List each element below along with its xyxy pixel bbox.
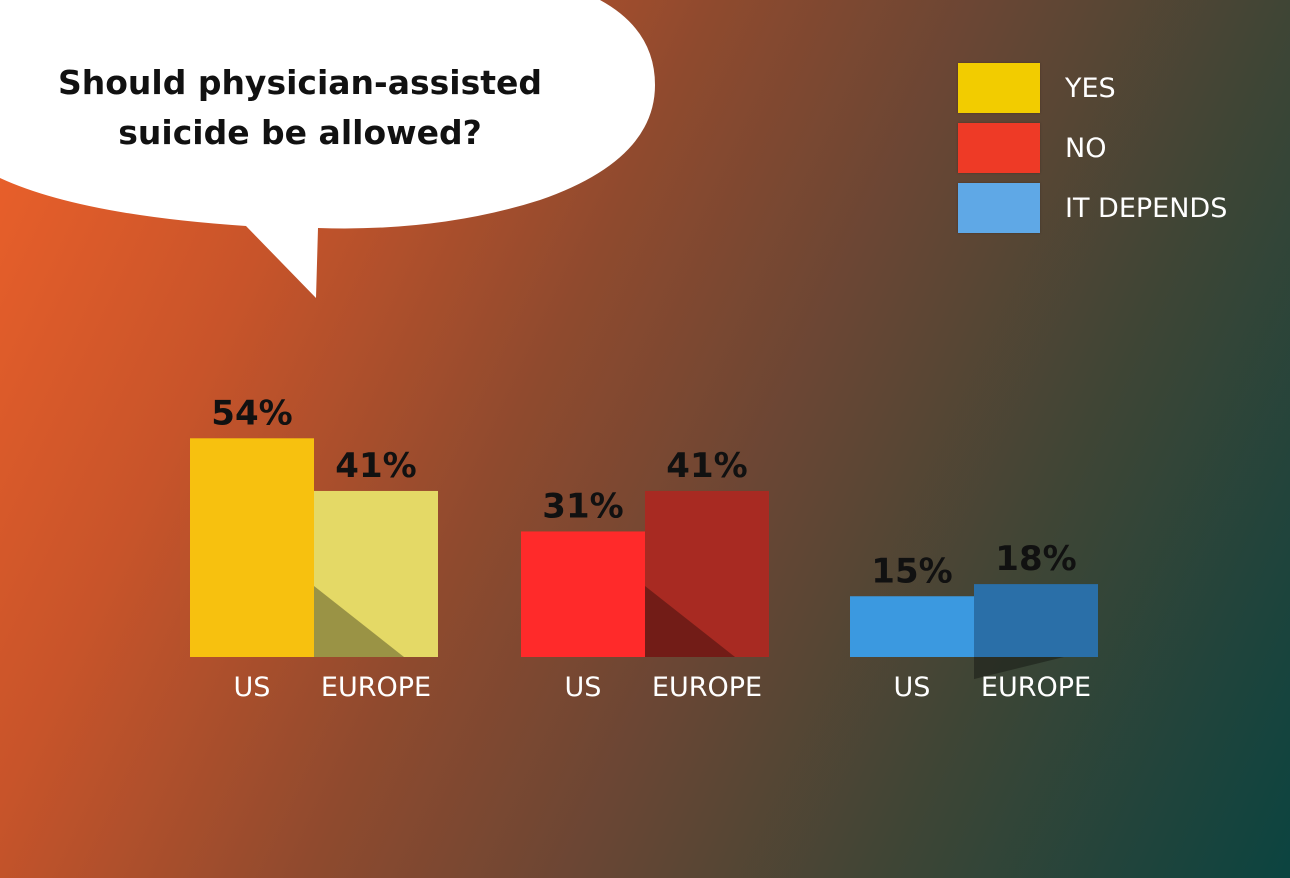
question-text: Should physician-assisted suicide be all… (40, 58, 560, 158)
legend-swatch-it-depends (958, 183, 1040, 233)
category-label-no-us: US (565, 672, 602, 703)
category-label-no-europe: EUROPE (652, 672, 762, 703)
legend-swatch-no (958, 123, 1040, 173)
legend-label-yes: YES (1065, 73, 1116, 104)
data-label-yes-us: 54% (211, 393, 292, 433)
legend-label-it-depends: IT DEPENDS (1065, 193, 1228, 224)
legend-swatch-yes (958, 63, 1040, 113)
category-label-yes-us: US (234, 672, 271, 703)
legend-item-yes: YES (958, 63, 1278, 115)
speech-bubble (0, 0, 655, 298)
data-label-it-depends-europe: 18% (995, 539, 1076, 579)
data-label-yes-europe: 41% (335, 446, 416, 486)
bar-yes-europe (314, 490, 438, 657)
bar-yes-us (190, 438, 314, 657)
legend-item-no: NO (958, 123, 1278, 175)
legend-item-it-depends: IT DEPENDS (958, 183, 1278, 235)
legend-label-no: NO (1065, 133, 1107, 164)
category-label-it-depends-europe: EUROPE (981, 672, 1091, 703)
bar-shade-no-europe (645, 585, 735, 657)
data-label-it-depends-us: 15% (871, 551, 952, 591)
data-label-no-us: 31% (542, 486, 623, 526)
category-label-yes-europe: EUROPE (321, 672, 431, 703)
data-label-no-europe: 41% (666, 446, 747, 486)
category-label-it-depends-us: US (894, 672, 931, 703)
bar-no-us (521, 531, 645, 657)
question-line-2: suicide be allowed? (118, 113, 482, 152)
bar-shade-it-depends-europe (974, 657, 1064, 680)
bar-shade-yes-europe (314, 585, 404, 657)
question-line-1: Should physician-assisted (57, 63, 543, 102)
bar-it-depends-us (850, 596, 974, 657)
bar-it-depends-europe (974, 584, 1098, 657)
bar-no-europe (645, 490, 769, 657)
